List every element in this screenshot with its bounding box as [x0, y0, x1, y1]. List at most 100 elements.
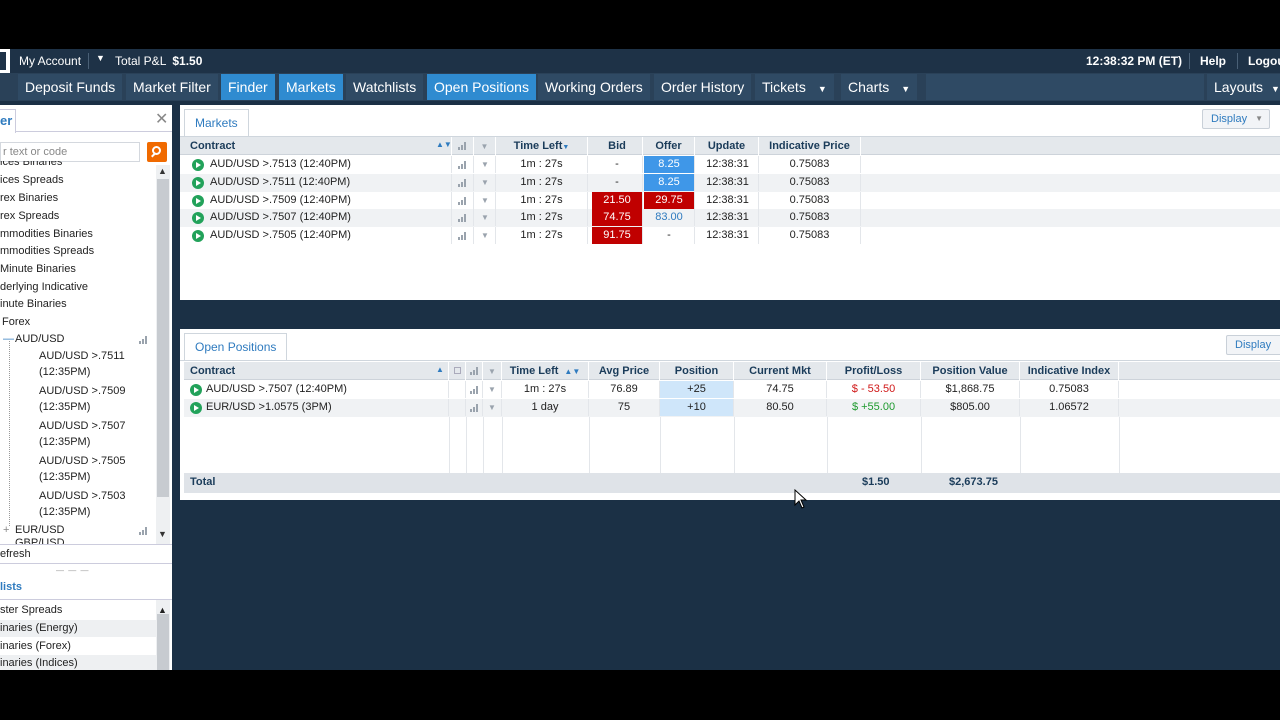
position-cell[interactable]: +25 [660, 381, 734, 398]
position-cell[interactable]: +10 [660, 399, 734, 416]
offer-cell[interactable]: 8.25 [644, 156, 695, 173]
col-current-mkt[interactable]: Current Mkt [734, 362, 827, 380]
col-position[interactable]: Position [660, 362, 734, 380]
bid-cell[interactable]: 21.50 [592, 191, 643, 209]
bid-cell[interactable]: 91.75 [592, 227, 643, 244]
tree-item[interactable]: derlying Indicative [0, 281, 89, 293]
nav-working-orders[interactable]: Working Orders [538, 74, 650, 100]
refresh-button[interactable]: efresh [0, 544, 172, 564]
col-offer[interactable]: Offer [643, 137, 695, 155]
col-update[interactable]: Update [695, 137, 759, 155]
markets-tab[interactable]: Markets [184, 109, 249, 137]
open-positions-tab[interactable]: Open Positions [184, 333, 288, 361]
play-icon[interactable] [192, 212, 204, 225]
col-avg-price[interactable]: Avg Price [589, 362, 660, 380]
col-indicative-price[interactable]: Indicative Price [759, 137, 861, 155]
col-contract[interactable]: Contract [184, 362, 449, 380]
scroll-down-icon[interactable]: ▼ [158, 529, 167, 539]
chart-cell[interactable] [466, 399, 483, 416]
actions-cell[interactable]: ▼ [474, 173, 496, 191]
market-row[interactable]: AUD/USD >.7507 (12:40PM) ▼ 1m : 27s 74.75 83… [180, 209, 1280, 228]
position-row[interactable]: EUR/USD >1.0575 (3PM) ▼ 1 day 75 +10 80.50 $ +… [184, 399, 1280, 417]
help-link[interactable]: Help [1200, 54, 1227, 68]
scroll-up-icon[interactable]: ▲ [158, 605, 167, 615]
tree-item-forex[interactable]: Forex [2, 316, 31, 328]
nav-order-history[interactable]: Order History [654, 74, 752, 100]
actions-cell[interactable]: ▼ [483, 399, 502, 416]
market-row[interactable]: AUD/USD >.7509 (12:40PM) ▼ 1m : 27s 21.50 29… [180, 191, 1280, 210]
col-time-left[interactable]: Time Left▼ [496, 137, 588, 155]
scroll-thumb[interactable] [157, 179, 169, 497]
chart-cell[interactable] [466, 381, 483, 398]
position-row[interactable]: AUD/USD >.7507 (12:40PM) ▼ 1m : 27s 76.89 +2… [184, 381, 1280, 399]
positions-display-button[interactable]: Display▼ [1226, 335, 1280, 355]
tree-item[interactable]: rex Spreads [0, 210, 60, 222]
col-indicative-index[interactable]: Indicative Index [1020, 362, 1119, 380]
scroll-up-icon[interactable]: ▲ [158, 166, 167, 176]
nav-market-filter[interactable]: Market Filter [126, 74, 218, 100]
chart-cell[interactable] [452, 227, 474, 244]
chart-cell[interactable] [452, 173, 474, 191]
tree-item-gbpusd[interactable]: GBP/USD [15, 537, 65, 544]
finder-scrollbar[interactable]: ▲ ▼ [156, 165, 170, 545]
nav-layouts[interactable]: Layouts ▼ [1207, 74, 1280, 100]
watchlist-item[interactable]: inaries (Forex) [0, 640, 71, 652]
tree-child-item[interactable]: AUD/USD >.7509 (12:35PM) [39, 383, 139, 413]
tree-item[interactable]: rex Binaries [0, 192, 59, 204]
contract-cell[interactable]: AUD/USD >.7507 (12:40PM) [184, 381, 449, 398]
col-position-value[interactable]: Position Value [921, 362, 1020, 380]
nav-finder[interactable]: Finder [221, 74, 275, 100]
close-icon[interactable]: ✕ [155, 111, 169, 128]
play-icon[interactable] [190, 384, 202, 396]
markets-display-button[interactable]: Display ▼ [1202, 109, 1271, 129]
scroll-thumb[interactable] [157, 614, 169, 670]
col-time-left[interactable]: Time Left ▲▼ [502, 362, 589, 380]
sort-icon[interactable]: ▲▼ [436, 140, 452, 149]
watchlist-item[interactable]: ster Spreads [0, 604, 63, 616]
market-row[interactable]: AUD/USD >.7505 (12:40PM) ▼ 1m : 27s 91.75-1… [180, 227, 1280, 245]
tree-child-item[interactable]: AUD/USD >.7503 (12:35PM) [39, 488, 139, 518]
play-icon[interactable] [192, 230, 204, 242]
play-icon[interactable] [190, 402, 202, 414]
play-icon[interactable] [192, 159, 204, 171]
play-icon[interactable] [192, 176, 204, 189]
chart-cell[interactable] [452, 191, 474, 209]
col-contract[interactable]: Contract [184, 137, 452, 155]
play-icon[interactable] [192, 194, 204, 207]
market-row[interactable]: AUD/USD >.7511 (12:40PM) ▼ 1m : 27s -8.25 12… [180, 173, 1280, 192]
offer-cell[interactable]: 83.00 [644, 209, 695, 227]
finder-tab[interactable]: er [0, 109, 16, 133]
collapse-icon[interactable]: — [3, 333, 14, 345]
contract-cell[interactable]: AUD/USD >.7505 (12:40PM) [184, 227, 452, 244]
actions-cell[interactable]: ▼ [474, 191, 496, 209]
nav-tickets[interactable]: Tickets ▼ [755, 74, 834, 100]
tree-item[interactable]: inute Binaries [0, 298, 67, 310]
my-account-link[interactable]: My Account [19, 54, 82, 68]
account-dropdown-icon[interactable]: ▼ [96, 53, 105, 63]
sort-up-icon[interactable]: ▲ [436, 365, 444, 374]
contract-cell[interactable]: AUD/USD >.7513 (12:40PM) [184, 156, 452, 173]
tree-item[interactable]: ices Spreads [0, 174, 64, 186]
tree-item[interactable]: ices Binaries [0, 161, 63, 168]
col-bid[interactable]: Bid [592, 137, 643, 155]
resize-handle[interactable]: — — — [56, 566, 90, 575]
nav-deposit-funds[interactable]: Deposit Funds [18, 74, 123, 100]
chart-cell[interactable] [452, 209, 474, 227]
contract-cell[interactable]: EUR/USD >1.0575 (3PM) [184, 399, 449, 416]
actions-cell[interactable]: ▼ [474, 209, 496, 227]
watchlist-item[interactable]: inaries (Indices) [0, 655, 156, 670]
offer-cell[interactable]: 8.25 [644, 173, 695, 191]
bid-cell[interactable]: - [592, 156, 643, 173]
tree-item[interactable]: Minute Binaries [0, 263, 76, 275]
contract-cell[interactable]: AUD/USD >.7509 (12:40PM) [184, 191, 452, 209]
tree-child-item[interactable]: AUD/USD >.7507 (12:35PM) [39, 418, 139, 448]
actions-cell[interactable]: ▼ [474, 227, 496, 244]
tree-child-item[interactable]: AUD/USD >.7505 (12:35PM) [39, 453, 139, 483]
col-profit-loss[interactable]: Profit/Loss [827, 362, 921, 380]
contract-cell[interactable]: AUD/USD >.7511 (12:40PM) [184, 173, 452, 191]
actions-cell[interactable]: ▼ [483, 381, 502, 398]
watchlists-scrollbar[interactable]: ▲ [156, 600, 170, 670]
tree-item[interactable]: mmodities Spreads [0, 245, 95, 257]
nav-watchlists[interactable]: Watchlists [346, 74, 424, 100]
watchlists-header[interactable]: lists [0, 574, 172, 600]
